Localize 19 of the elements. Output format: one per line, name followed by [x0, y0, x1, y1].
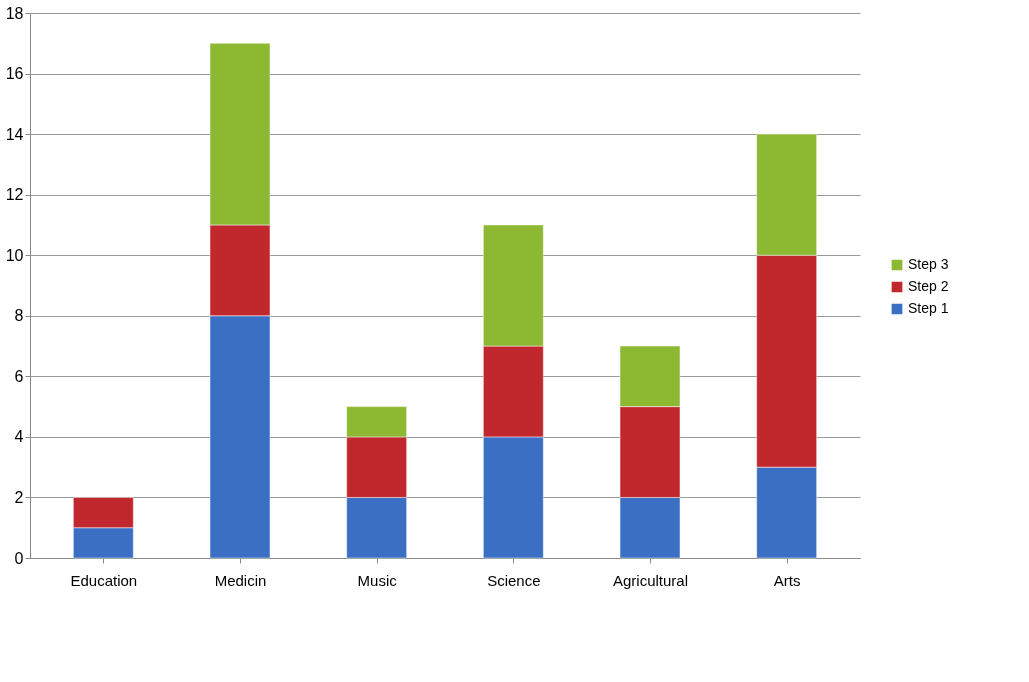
y-tick-label: 12 [5, 186, 24, 204]
y-tick-label: 6 [14, 367, 24, 385]
y-tick-label: 0 [14, 549, 24, 567]
y-tick-label: 4 [14, 428, 24, 446]
y-tick-label: 16 [5, 65, 24, 83]
x-tick-label: Arts [773, 571, 801, 589]
legend-label: Step 2 [908, 278, 949, 294]
x-tick-label: Medicin [214, 571, 267, 589]
x-tick-label: Science [487, 571, 541, 589]
y-tick-label: 18 [5, 4, 24, 22]
x-tick-label: Music [357, 571, 398, 589]
legend-label: Step 1 [908, 300, 949, 316]
x-tick-label: Agricultural [612, 571, 689, 589]
y-tick-label: 14 [5, 125, 24, 143]
y-tick-label: 2 [14, 488, 24, 506]
x-tick-label: Education [70, 571, 138, 589]
y-tick-label: 10 [5, 246, 24, 264]
y-tick-label: 8 [14, 307, 24, 325]
legend-label: Step 3 [908, 256, 949, 272]
